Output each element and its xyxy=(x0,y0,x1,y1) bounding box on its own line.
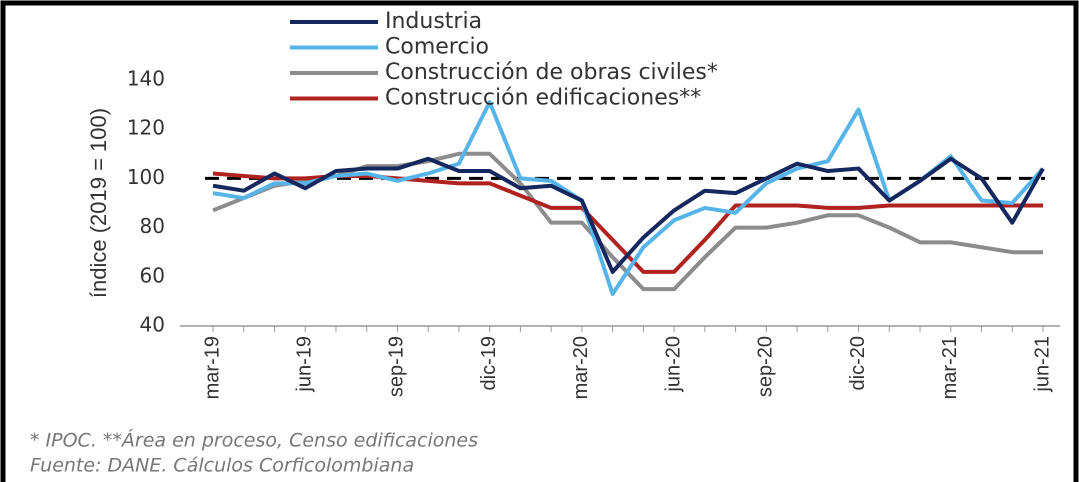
x-tick-label: jun-21 xyxy=(1031,336,1053,393)
x-tick-label: jun-20 xyxy=(662,336,684,393)
x-tick-label: mar-21 xyxy=(939,336,961,399)
y-axis-label: índice (2019 = 100) xyxy=(86,108,111,298)
footnote: * IPOC. **Área en proceso, Censo edifica… xyxy=(30,429,478,452)
legend-label: Comercio xyxy=(385,35,489,60)
y-tick-label: 120 xyxy=(127,116,165,140)
y-tick-label: 60 xyxy=(140,263,165,287)
legend-label: Construcción de obras civiles* xyxy=(385,60,718,85)
x-tick-label: dic-19 xyxy=(478,336,500,390)
x-tick-label: sep-20 xyxy=(755,336,777,397)
y-tick-label: 80 xyxy=(140,214,165,238)
series-line xyxy=(212,156,1045,274)
y-tick-label: 140 xyxy=(127,67,165,91)
x-tick-label: jun-19 xyxy=(294,336,316,393)
legend-label: Construcción edificaciones** xyxy=(385,86,701,111)
y-tick-label: 100 xyxy=(127,165,165,189)
x-tick-label: mar-20 xyxy=(570,336,592,399)
x-tick-label: mar-19 xyxy=(201,336,223,399)
legend-label: Industria xyxy=(385,9,482,34)
source: Fuente: DANE. Cálculos Corficolombiana xyxy=(30,455,414,477)
x-tick-label: dic-20 xyxy=(847,336,869,390)
x-tick-label: sep-19 xyxy=(386,336,408,397)
series-line xyxy=(212,100,1045,297)
y-tick-label: 40 xyxy=(140,313,165,337)
